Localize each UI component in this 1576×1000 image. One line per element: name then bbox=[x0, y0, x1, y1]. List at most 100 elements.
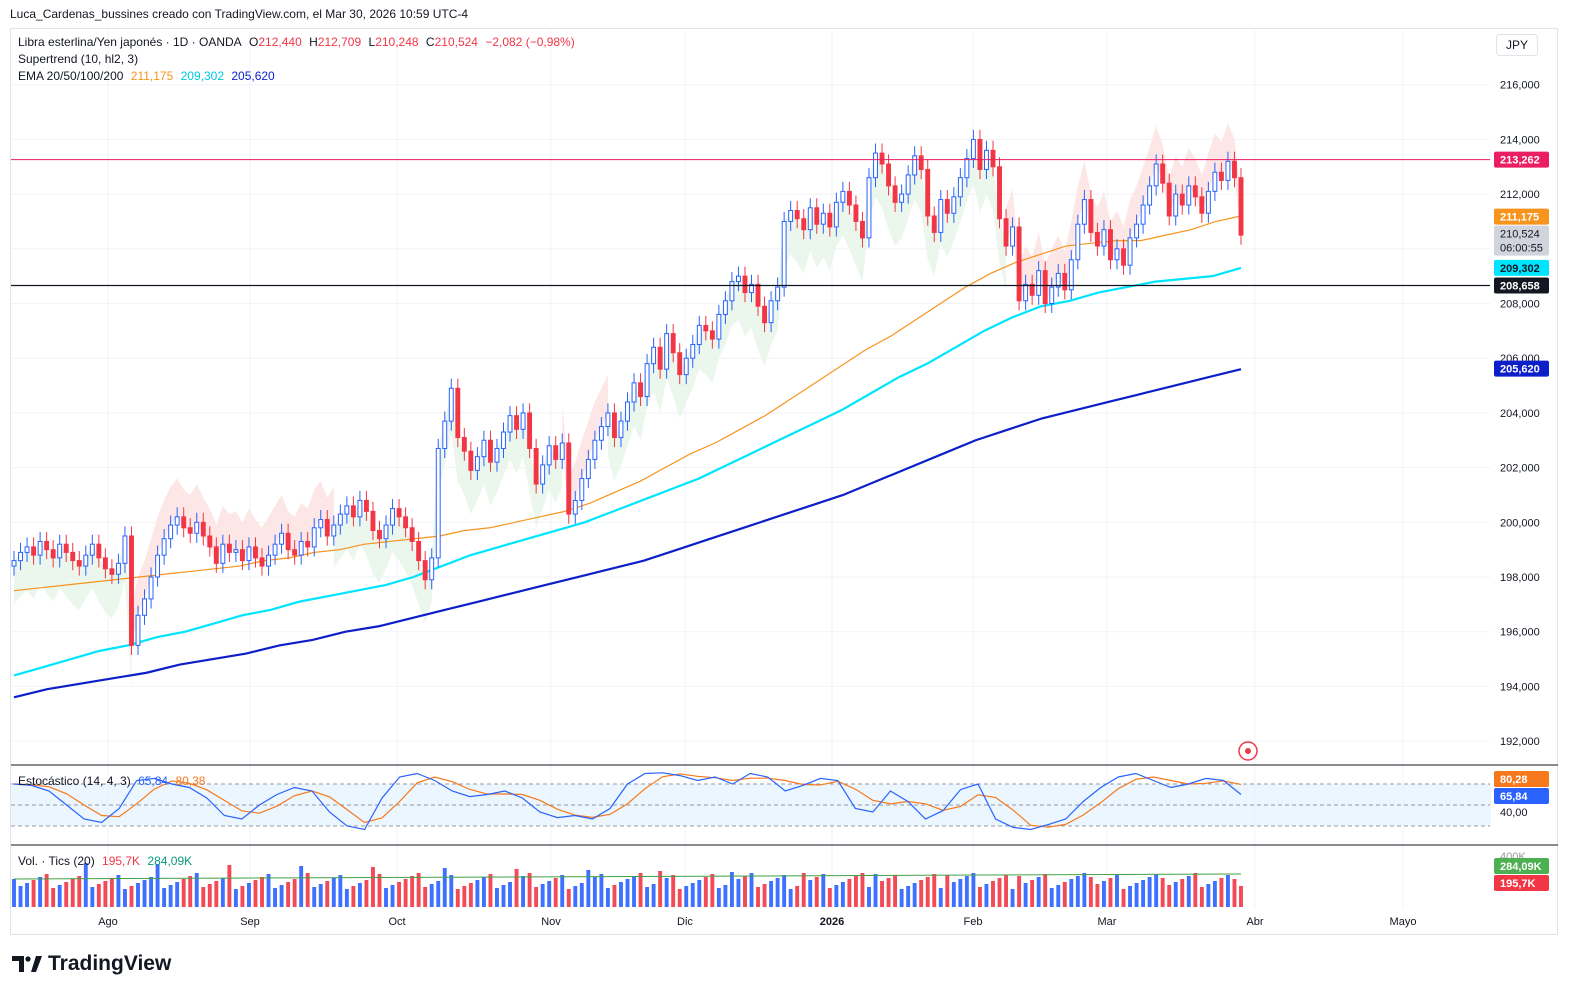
stoch-axis-tick: 40,00 bbox=[1500, 807, 1528, 819]
candle-body bbox=[135, 614, 141, 646]
candle-body bbox=[572, 499, 578, 515]
volume-bar bbox=[1232, 879, 1237, 907]
candle-body bbox=[1055, 272, 1061, 288]
volume-bar bbox=[1180, 879, 1185, 907]
volume-bar bbox=[1154, 874, 1159, 907]
volume-ma-tag-bg bbox=[1494, 858, 1549, 874]
candle-body bbox=[363, 499, 369, 512]
volume-bar bbox=[834, 885, 839, 907]
candle-body bbox=[670, 333, 676, 354]
volume-bar bbox=[312, 887, 317, 907]
volume-bar bbox=[18, 886, 23, 907]
volume-bar bbox=[697, 880, 702, 907]
candle-body bbox=[749, 283, 754, 294]
candle-body bbox=[1101, 229, 1107, 247]
currency-button[interactable]: JPY bbox=[1496, 34, 1538, 56]
alert-marker-dot bbox=[1245, 748, 1251, 754]
candle-body bbox=[279, 532, 285, 545]
volume-bar bbox=[83, 863, 88, 907]
candle-body bbox=[350, 505, 356, 518]
time-axis-tick: Sep bbox=[240, 916, 260, 928]
volume-bar bbox=[1206, 884, 1211, 907]
candle-body bbox=[664, 333, 670, 370]
volume-bar bbox=[1134, 883, 1139, 907]
candle-body bbox=[866, 177, 872, 239]
volume-bar bbox=[527, 873, 532, 907]
volume-bar bbox=[592, 877, 597, 907]
candle-body bbox=[213, 546, 219, 564]
candle-body bbox=[820, 212, 826, 225]
volume-bar bbox=[769, 881, 774, 907]
candle-body bbox=[801, 218, 807, 231]
candle-body bbox=[31, 546, 37, 556]
ema100-line bbox=[13, 368, 1242, 699]
volume-bar bbox=[560, 875, 565, 907]
candle-body bbox=[1205, 190, 1211, 214]
volume-bar bbox=[1121, 889, 1126, 907]
candle-body bbox=[1192, 185, 1198, 198]
candle-body bbox=[494, 447, 500, 463]
candle-body bbox=[788, 210, 794, 222]
volume-bar bbox=[1017, 876, 1022, 907]
candle-body bbox=[246, 546, 252, 562]
volume-bar bbox=[129, 886, 134, 907]
price-axis-tick: 216,000 bbox=[1500, 80, 1540, 92]
candle-body bbox=[403, 516, 409, 529]
volume-bar bbox=[1062, 882, 1067, 907]
candle-body bbox=[703, 324, 709, 332]
volume-bar bbox=[605, 888, 610, 907]
candle-body bbox=[37, 540, 43, 556]
volume-bar bbox=[423, 887, 428, 907]
candle-body bbox=[631, 382, 637, 403]
candle-body bbox=[1173, 193, 1179, 217]
candle-body bbox=[1029, 283, 1035, 296]
legend-stochastic: Estocástico (14, 4, 3) 65,84 80,38 bbox=[18, 774, 206, 788]
candle-body bbox=[115, 562, 121, 575]
candle-body bbox=[266, 554, 271, 567]
volume-bar bbox=[181, 879, 186, 907]
candle-body bbox=[507, 415, 513, 433]
volume-bar bbox=[684, 886, 689, 907]
legend-supertrend: Supertrend (10, hl2, 3) bbox=[18, 52, 139, 66]
volume-bar bbox=[155, 864, 160, 907]
volume-bar bbox=[1108, 878, 1113, 907]
supertrend-down-zone bbox=[562, 374, 608, 515]
candle-body bbox=[331, 524, 337, 537]
candle-body bbox=[736, 275, 741, 283]
stoch-k-tag-bg bbox=[1494, 788, 1549, 804]
volume-bar bbox=[168, 885, 173, 907]
volume-bar bbox=[1193, 873, 1198, 907]
legend-volume: Vol. · Tics (20) 195,7K 284,09K bbox=[18, 854, 193, 868]
volume-bar bbox=[488, 874, 493, 907]
volume-bar bbox=[573, 886, 578, 907]
volume-bar bbox=[318, 884, 323, 907]
volume-bar bbox=[475, 880, 480, 907]
volume-bar bbox=[1049, 888, 1054, 907]
candle-body bbox=[1153, 163, 1159, 187]
candle-body bbox=[1225, 160, 1231, 181]
candle-body bbox=[918, 155, 924, 170]
candle-body bbox=[1238, 177, 1244, 236]
tradingview-brand-text: TradingView bbox=[48, 952, 172, 975]
volume-bar bbox=[495, 888, 499, 907]
volume-bar bbox=[795, 886, 800, 907]
volume-bar bbox=[886, 878, 891, 907]
time-axis-tick: Mar bbox=[1098, 916, 1117, 928]
candle-body bbox=[259, 557, 265, 567]
volume-bar bbox=[149, 877, 154, 907]
volume-ma-line bbox=[13, 873, 1242, 880]
volume-bar bbox=[1043, 874, 1048, 907]
candle-body bbox=[377, 530, 382, 540]
support-price-tag: 208,658 bbox=[1500, 281, 1540, 293]
time-axis-tick: Dic bbox=[677, 916, 693, 928]
price-axis-tick: 204,000 bbox=[1500, 408, 1540, 420]
volume-bar bbox=[579, 883, 584, 907]
resistance-price-tag: 213,262 bbox=[1500, 155, 1540, 167]
candle-body bbox=[442, 420, 448, 449]
tradingview-logo[interactable]: TradingView bbox=[12, 952, 171, 976]
candle-body bbox=[220, 543, 226, 564]
candle-body bbox=[625, 401, 630, 422]
volume-bar bbox=[729, 872, 734, 907]
candle-body bbox=[1127, 237, 1133, 266]
